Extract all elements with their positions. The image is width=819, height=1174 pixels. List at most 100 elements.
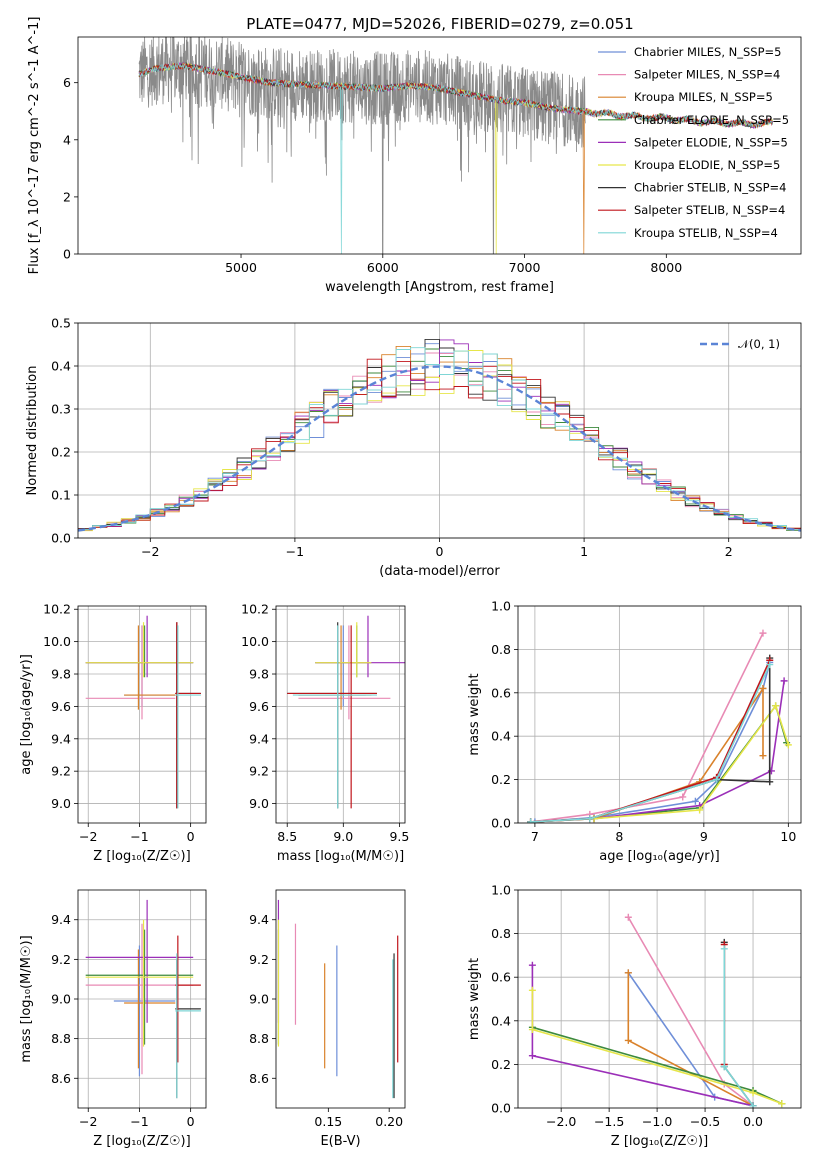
- x-tick-label: −0.5: [690, 1114, 720, 1129]
- plus-marker: [679, 793, 687, 801]
- legend-entry: 𝒩(0, 1): [738, 337, 780, 351]
- x-tick-label: 0.15: [314, 1114, 342, 1129]
- x-axis-label: Z [log₁₀(Z/Z☉)]: [93, 849, 190, 864]
- x-axis-label: E(B-V): [320, 1134, 360, 1149]
- y-tick-label: 9.0: [51, 992, 71, 1007]
- y-tick-label: 0.6: [491, 685, 511, 700]
- y-tick-label: 0.8: [491, 926, 511, 941]
- figure-title: PLATE=0477, MJD=52026, FIBERID=0279, z=0…: [246, 15, 633, 33]
- legend-entry: Salpeter MILES, N_SSP=4: [634, 68, 780, 82]
- plot-frame: [275, 889, 406, 1109]
- y-tick-label: 9.2: [51, 952, 71, 967]
- plot-frame: [77, 322, 802, 539]
- y-tick-label: 0.6: [491, 970, 511, 985]
- y-axis-label: Flux [f_λ 10^-17 erg cm^-2 s^-1 A^-1]: [27, 17, 42, 275]
- x-axis-label: mass [log₁₀(M/M☉)]: [277, 849, 404, 864]
- histogram-series-step: [78, 347, 801, 531]
- errorbar-crosses: [85, 615, 201, 809]
- plus-marker: [624, 969, 632, 977]
- x-tick-label: −1.0: [642, 1114, 672, 1129]
- y-tick-label: 0.0: [51, 531, 71, 546]
- y-tick-label: 9.4: [51, 912, 71, 927]
- plot-frame: [275, 605, 406, 824]
- spectrum-legend: Chabrier MILES, N_SSP=5 Salpeter MILES, N…: [598, 45, 789, 240]
- plus-marker: [784, 741, 792, 749]
- y-tick-label: 9.0: [249, 992, 269, 1007]
- x-tick-label: 7: [531, 829, 539, 844]
- plus-marker: [528, 1026, 536, 1034]
- x-axis-label: wavelength [Angstrom, rest frame]: [325, 280, 554, 295]
- y-axis-label: mass weight: [467, 958, 482, 1040]
- plus-marker: [749, 1089, 757, 1097]
- y-tick-label: 10.2: [241, 602, 269, 617]
- x-tick-label: 9.0: [333, 829, 353, 844]
- plot-frame: [517, 605, 802, 824]
- x-tick-label: −1: [286, 544, 304, 559]
- y-tick-label: 0: [63, 247, 71, 262]
- plus-marker: [766, 661, 774, 669]
- y-tick-label: 0.4: [51, 359, 71, 374]
- y-tick-label: 8.8: [51, 1031, 71, 1046]
- y-tick-label: 0.0: [491, 816, 511, 831]
- y-tick-label: 9.4: [249, 912, 269, 927]
- age-vs-mass-panel: 8.5 9.0 9.5 9.0 9.2 9.4 9.6 9.8 10.0 10.2 mass [lo…: [241, 602, 409, 864]
- legend-entry: Kroupa MILES, N_SSP=5: [634, 90, 773, 104]
- y-tick-label: 9.8: [249, 667, 269, 682]
- x-tick-label: 0.0: [743, 1114, 763, 1129]
- observed-spectrum-line: [138, 37, 586, 254]
- x-tick-label: 9.5: [389, 829, 409, 844]
- plot-frame: [77, 605, 207, 824]
- y-tick-label: 0.2: [491, 1057, 511, 1072]
- y-tick-label: 0.2: [51, 445, 71, 460]
- plus-marker: [528, 961, 536, 969]
- model-spectrum-line: [138, 61, 773, 254]
- x-tick-label: −1.5: [594, 1114, 624, 1129]
- y-tick-label: 9.4: [51, 731, 71, 746]
- y-tick-label: 8.6: [51, 1071, 71, 1086]
- plus-marker: [766, 778, 774, 786]
- legend-entry: Chabrier STELIB, N_SSP=4: [634, 181, 786, 195]
- plus-marker: [778, 1100, 786, 1108]
- plus-marker: [780, 677, 788, 685]
- y-tick-label: 10.0: [43, 634, 71, 649]
- plot-frame: [517, 889, 802, 1109]
- y-tick-label: 0.4: [491, 729, 511, 744]
- y-tick-label: 9.0: [249, 796, 269, 811]
- weight-lines: [527, 629, 792, 823]
- legend-entry: Chabrier ELODIE, N_SSP=5: [634, 113, 789, 127]
- y-axis-label: age [log₁₀(age/yr)]: [19, 654, 34, 775]
- y-axis-label: mass [log₁₀(M/M☉)]: [19, 935, 34, 1062]
- plot-frame: [77, 36, 802, 255]
- errorbar-crosses: [287, 615, 405, 809]
- x-tick-label: 0: [436, 544, 444, 559]
- y-tick-label: 0.5: [51, 316, 71, 331]
- y-tick-label: 8.8: [249, 1031, 269, 1046]
- y-tick-label: 9.8: [51, 667, 71, 682]
- x-tick-label: 8.5: [277, 829, 297, 844]
- y-tick-label: 0.3: [51, 402, 71, 417]
- x-tick-label: 9: [700, 829, 708, 844]
- legend-entry: Salpeter STELIB, N_SSP=4: [634, 203, 785, 217]
- plus-marker: [749, 1102, 757, 1108]
- x-tick-label: 1: [580, 544, 588, 559]
- y-tick-label: 0.8: [491, 642, 511, 657]
- y-tick-label: 9.6: [249, 699, 269, 714]
- weight-vs-metallicity-panel: −2.0 −1.5 −1.0 −0.5 0.0 0.0 0.2 0.4 0.6 0.8 1.0 Z […: [467, 883, 802, 1149]
- y-tick-label: 9.0: [51, 796, 71, 811]
- x-tick-label: −2: [141, 544, 159, 559]
- plus-marker: [528, 986, 536, 994]
- y-tick-label: 9.2: [51, 764, 71, 779]
- plus-marker: [759, 684, 767, 692]
- y-axis-label: mass weight: [467, 673, 482, 755]
- normal-curve: [78, 365, 801, 532]
- x-tick-label: 2: [725, 544, 733, 559]
- y-tick-label: 9.2: [249, 764, 269, 779]
- x-axis-label: Z [log₁₀(Z/Z☉)]: [611, 1134, 708, 1149]
- plus-marker: [624, 1036, 632, 1044]
- legend-entry: Salpeter ELODIE, N_SSP=5: [634, 135, 788, 149]
- x-tick-label: 0.20: [375, 1114, 403, 1129]
- y-tick-label: 0.0: [491, 1101, 511, 1116]
- weight-series-line: [530, 632, 764, 823]
- mass-vs-metallicity-panel: −2 −1 0 8.6 8.8 9.0 9.2 9.4 Z [log₁₀(Z/Z☉)] mass …: [19, 889, 207, 1149]
